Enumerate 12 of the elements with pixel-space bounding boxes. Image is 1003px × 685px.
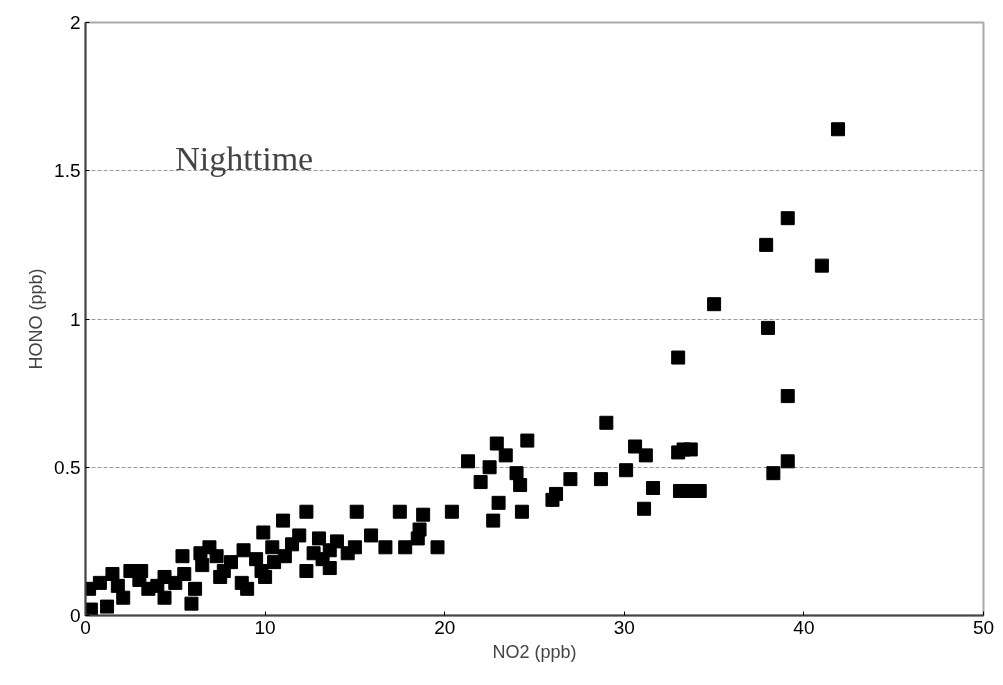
- x-tick-label: 30: [613, 616, 635, 638]
- x-tick-label: 10: [254, 616, 276, 638]
- y-tick-label: 0.5: [54, 456, 81, 478]
- x-tick-label: 20: [434, 616, 456, 638]
- x-tick-label: 40: [793, 616, 815, 638]
- y-tick-label: 2: [69, 12, 81, 33]
- y-tick-label: 1: [69, 308, 81, 330]
- annotation: Nighttime: [175, 139, 314, 177]
- y-tick-label: 1.5: [54, 160, 81, 182]
- x-axis-title: NO2 (ppb): [492, 641, 577, 662]
- y-axis-title: HONO (ppb): [26, 268, 47, 370]
- x-tick-label: 50: [972, 616, 995, 638]
